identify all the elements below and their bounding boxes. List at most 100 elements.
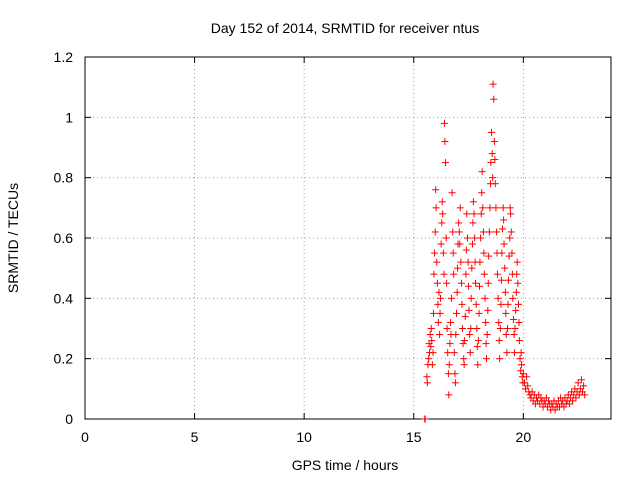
data-point [478,189,486,197]
data-point [507,210,515,218]
data-point [429,349,437,357]
data-point [577,376,585,384]
data-point [429,309,437,317]
data-point [508,249,516,257]
data-point [438,198,446,206]
data-point [468,264,476,272]
data-point [477,210,485,218]
data-point [496,325,504,332]
data-point [462,246,470,254]
data-point [488,128,496,136]
data-point [509,315,517,323]
data-point [477,234,485,242]
data-point [425,355,433,363]
data-point [569,397,577,405]
y-tick-label: 0.6 [54,230,74,246]
data-point [433,258,441,266]
data-point [436,331,444,339]
data-point [512,288,520,296]
data-point [447,294,455,302]
data-point [452,309,460,317]
data-point [572,394,580,402]
data-point [503,349,511,357]
data-point [432,186,440,194]
y-tick-label: 0 [65,411,73,427]
data-point [433,279,441,287]
data-point [518,361,526,369]
data-point [504,276,512,284]
data-point [500,240,508,248]
data-point [474,337,482,345]
y-tick-label: 1 [65,109,73,125]
data-point [473,325,481,332]
data-point [506,234,514,242]
data-point [580,382,588,390]
data-point [476,258,484,266]
data-point [445,391,453,399]
data-point [450,349,458,357]
data-point [463,234,471,242]
y-tick-label: 1.2 [54,49,74,65]
y-tick-label: 0.8 [54,170,74,186]
data-point [523,373,531,381]
data-point [451,370,459,378]
data-point [423,379,431,387]
data-point [445,361,453,369]
data-point [455,219,463,227]
data-point [482,340,490,348]
data-point [488,150,496,158]
data-point [480,249,488,257]
data-point [504,300,512,308]
data-point [574,379,582,387]
data-point [458,279,466,287]
data-point [440,119,448,127]
x-tick-label: 20 [516,429,532,445]
data-point [428,337,436,345]
data-point [505,252,513,260]
x-tick-label: 5 [191,429,199,445]
data-point [446,340,454,348]
data-point [449,249,457,257]
data-point [465,282,473,290]
data-point [458,325,466,332]
data-point [460,361,468,369]
data-point [443,325,451,332]
data-point [423,373,431,381]
data-point [469,198,477,206]
data-point [436,294,444,302]
data-point [469,219,477,227]
data-point [497,300,505,308]
data-point [485,252,493,260]
data-point [483,331,491,339]
data-point [447,318,455,326]
data-point [440,270,448,278]
data-point [434,318,442,326]
data-point [474,361,482,369]
data-point [432,204,440,212]
data-point [480,270,488,278]
data-point [506,204,514,212]
data-point [512,306,520,314]
data-point [504,325,512,332]
data-point [511,349,519,357]
grid-lines [85,57,611,419]
data-point [464,258,472,266]
data-point [581,391,589,399]
data-point [453,288,461,296]
data-point [472,300,480,308]
data-point [496,355,504,363]
data-point [565,400,573,408]
data-point [499,204,507,212]
data-point [455,228,463,236]
data-point [490,95,498,103]
data-point [460,355,468,363]
data-point [431,228,439,236]
data-point [430,270,438,278]
data-point [456,240,464,248]
data-point [426,331,434,339]
data-point [465,306,473,314]
data-point [450,270,458,278]
data-point [501,264,509,272]
data-point [463,210,471,218]
data-point [502,309,510,317]
